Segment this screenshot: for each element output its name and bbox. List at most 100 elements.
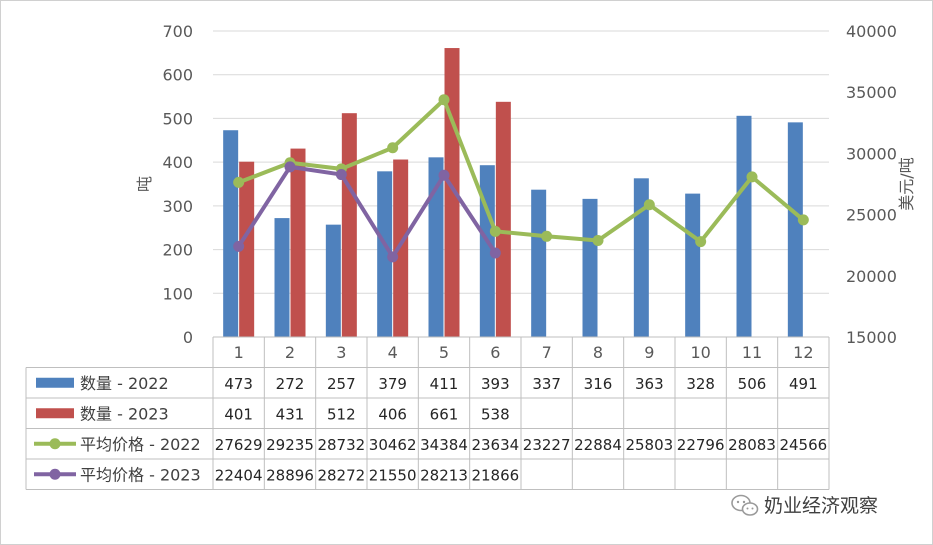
category-label: 10 <box>690 343 710 362</box>
table-cell: 406 <box>378 405 407 423</box>
price-point <box>387 251 399 263</box>
category-label: 12 <box>793 343 813 362</box>
table-cell: 538 <box>481 405 510 423</box>
table-cell: 363 <box>635 375 664 393</box>
table-cell: 21550 <box>369 466 417 484</box>
table-cell: 30462 <box>369 436 417 454</box>
legend-label: 数量 - 2022 <box>80 374 169 393</box>
table-cell: 28272 <box>317 466 365 484</box>
price-point <box>695 236 707 248</box>
price-line-2022 <box>237 97 805 244</box>
bar-2022 <box>479 165 495 337</box>
category-label: 9 <box>644 343 654 362</box>
price-point <box>489 247 501 259</box>
bar-2023 <box>290 148 306 337</box>
table-cell: 473 <box>224 375 253 393</box>
table-cell: 393 <box>481 375 510 393</box>
table-cell: 401 <box>224 405 253 423</box>
price-line-2023 <box>236 164 498 259</box>
bar-2022 <box>633 178 649 337</box>
table-cell: 24566 <box>779 436 827 454</box>
bar-2023 <box>444 48 460 337</box>
right-tick-label: 35000 <box>846 83 897 102</box>
table-cell: 431 <box>276 405 305 423</box>
right-axis-title: 美元/吨 <box>897 157 916 210</box>
price-point <box>746 171 758 183</box>
price-point <box>438 94 450 106</box>
legend-key <box>36 408 74 419</box>
bar-2023 <box>495 101 511 338</box>
line-series <box>233 94 809 263</box>
bar-2022 <box>582 198 598 337</box>
right-tick-label: 30000 <box>846 144 897 163</box>
left-tick-label: 100 <box>162 284 193 303</box>
table-cell: 272 <box>276 375 305 393</box>
left-tick-label: 0 <box>183 328 193 347</box>
legend-label: 平均价格 - 2023 <box>80 465 201 484</box>
watermark-text: 奶业经济观察 <box>764 495 878 517</box>
category-label: 1 <box>234 343 244 362</box>
legend-key-marker <box>49 468 61 480</box>
wechat-icon <box>731 494 759 516</box>
category-label: 4 <box>388 343 398 362</box>
left-tick-label: 400 <box>162 153 193 172</box>
table-cell: 337 <box>532 375 561 393</box>
bar-2022 <box>274 218 290 337</box>
table-cell: 29235 <box>266 436 314 454</box>
table-cell: 28896 <box>266 466 314 484</box>
bar-2022 <box>377 171 393 337</box>
price-point <box>541 230 553 242</box>
table-cell: 22796 <box>677 436 725 454</box>
category-label: 3 <box>336 343 346 362</box>
table-cell: 21866 <box>471 466 519 484</box>
category-label: 5 <box>439 343 449 362</box>
left-axis-title: 吨 <box>135 176 154 192</box>
price-point <box>489 225 501 237</box>
left-axis-ticks: 0 100 200 300 400 500 600 700 <box>162 22 193 347</box>
table-cell: 661 <box>430 405 459 423</box>
bar-2022 <box>223 130 239 337</box>
bar-2022 <box>736 115 752 337</box>
legend-label: 平均价格 - 2022 <box>80 435 201 454</box>
table-cell: 316 <box>584 375 613 393</box>
price-point <box>592 234 604 246</box>
category-label: 6 <box>490 343 500 362</box>
price-point <box>284 161 296 173</box>
bar-2023 <box>341 113 357 337</box>
right-tick-label: 25000 <box>846 206 897 225</box>
table-cell: 491 <box>789 375 818 393</box>
bar-2022 <box>531 189 547 337</box>
table-cell: 22884 <box>574 436 622 454</box>
right-axis-ticks: 15000 20000 25000 30000 35000 40000 <box>846 22 897 347</box>
legend-key-marker <box>49 438 61 450</box>
legend-label: 数量 - 2023 <box>80 404 169 423</box>
category-label: 7 <box>542 343 552 362</box>
price-point <box>387 142 399 154</box>
table-cell: 23227 <box>523 436 571 454</box>
table-cell: 27629 <box>215 436 263 454</box>
table-cell: 411 <box>430 375 459 393</box>
left-tick-label: 300 <box>162 197 193 216</box>
bar-series <box>223 48 803 338</box>
price-point <box>643 199 655 211</box>
left-tick-label: 600 <box>162 66 193 85</box>
right-tick-label: 15000 <box>846 328 897 347</box>
price-point <box>233 176 245 188</box>
legend-key <box>36 377 74 388</box>
table-cell: 506 <box>738 375 767 393</box>
category-label: 2 <box>285 343 295 362</box>
left-tick-label: 500 <box>162 109 193 128</box>
right-tick-label: 40000 <box>846 22 897 41</box>
table-cell: 379 <box>378 375 407 393</box>
left-tick-label: 200 <box>162 241 193 260</box>
table-cell: 257 <box>327 375 356 393</box>
price-point <box>438 169 450 181</box>
bar-2022 <box>428 157 444 337</box>
table-cell: 28213 <box>420 466 468 484</box>
right-tick-label: 20000 <box>846 267 897 286</box>
table-cell: 23634 <box>471 436 519 454</box>
bar-2022 <box>787 122 803 337</box>
watermark: 奶业经济观察 <box>731 494 878 517</box>
